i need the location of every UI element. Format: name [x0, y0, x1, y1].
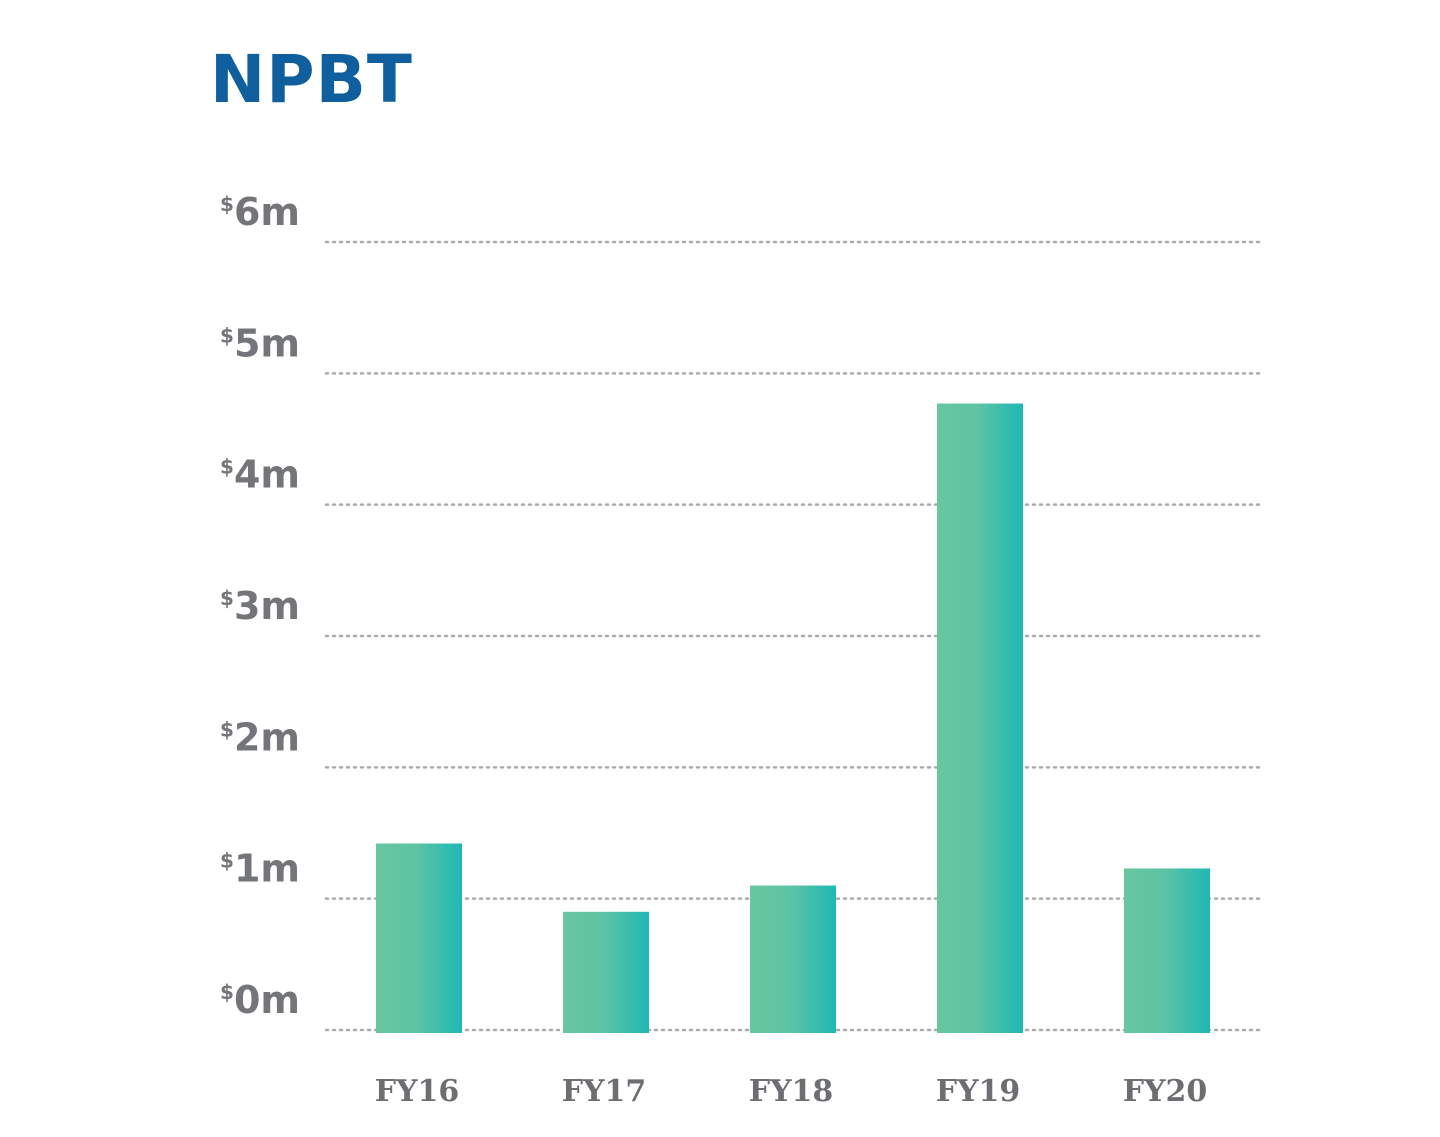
bar-fy17 — [563, 911, 649, 1033]
x-tick-label-fy18: FY18 — [749, 1074, 833, 1109]
y-tick-label: $1m — [220, 847, 300, 891]
y-tick-currency-symbol: $ — [220, 849, 234, 873]
chart-title: NPBT — [210, 41, 413, 118]
bar-fy18 — [750, 885, 836, 1033]
y-tick-label: $6m — [220, 190, 300, 234]
y-tick-label: $0m — [220, 978, 300, 1022]
x-tick-label-fy20: FY20 — [1123, 1074, 1207, 1109]
y-tick-currency-symbol: $ — [220, 455, 234, 479]
y-tick-currency-symbol: $ — [220, 586, 234, 610]
y-axis-tick-labels: $0m$1m$2m$3m$4m$5m$6m — [220, 190, 300, 1022]
x-tick-label-fy17: FY17 — [562, 1074, 646, 1109]
y-tick-value: 2m — [234, 715, 300, 759]
y-tick-currency-symbol: $ — [220, 323, 234, 347]
bars — [376, 403, 1210, 1033]
bar-fy19 — [937, 403, 1023, 1033]
y-tick-label: $2m — [220, 715, 300, 759]
y-tick-currency-symbol: $ — [220, 980, 234, 1004]
y-tick-label: $4m — [220, 453, 300, 497]
x-tick-label-fy19: FY19 — [936, 1074, 1020, 1109]
y-tick-value: 3m — [234, 584, 300, 628]
y-tick-value: 6m — [234, 190, 300, 234]
x-axis-tick-labels: FY16 FY17 FY18 FY19 FY20 — [375, 1074, 1207, 1109]
y-tick-currency-symbol: $ — [220, 717, 234, 741]
y-tick-label: $3m — [220, 584, 300, 628]
y-tick-label: $5m — [220, 321, 300, 365]
y-tick-value: 1m — [234, 847, 300, 891]
x-tick-label-fy16: FY16 — [375, 1074, 459, 1109]
bar-fy20 — [1124, 868, 1210, 1033]
y-tick-value: 5m — [234, 321, 300, 365]
y-tick-value: 4m — [234, 453, 300, 497]
y-tick-value: 0m — [234, 978, 300, 1022]
y-tick-currency-symbol: $ — [220, 192, 234, 216]
bar-fy16 — [376, 843, 462, 1033]
